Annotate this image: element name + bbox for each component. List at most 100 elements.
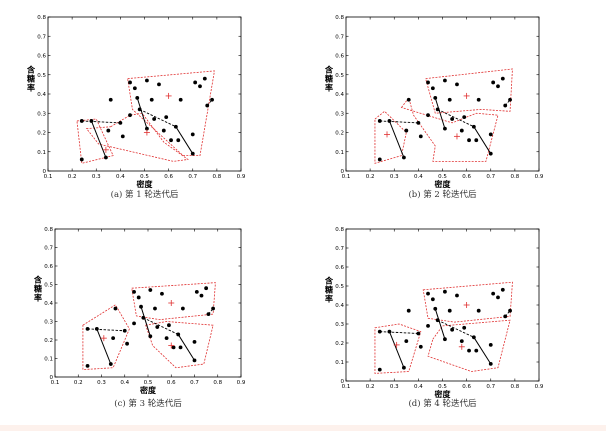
y-tick-label: 0.5 bbox=[335, 73, 344, 79]
data-point bbox=[94, 327, 99, 331]
data-point bbox=[198, 84, 202, 89]
x-tick-label: 0.2 bbox=[366, 384, 375, 390]
data-point bbox=[137, 107, 142, 112]
cluster-outline bbox=[427, 319, 511, 372]
y-tick-label: 0.6 bbox=[335, 265, 344, 271]
data-point bbox=[111, 336, 116, 341]
x-tick-label: 0.7 bbox=[486, 384, 495, 390]
data-point bbox=[435, 107, 440, 112]
chart-panel-2: 0.1 0.2 0.3 0.4 0.5 0.6 0.7 0.8 0.900.10.20.30.4… bbox=[325, 15, 544, 200]
x-tick-label: 0.4 bbox=[120, 380, 129, 386]
data-point bbox=[152, 117, 157, 121]
x-tick-label: 0.6 bbox=[462, 174, 471, 180]
y-tick-label: 0.3 bbox=[335, 322, 344, 328]
x-tick-label: 0.1 bbox=[342, 174, 351, 180]
data-point bbox=[426, 113, 430, 118]
data-point bbox=[132, 321, 136, 326]
centroid-marker bbox=[102, 146, 109, 153]
data-point bbox=[164, 115, 169, 119]
x-tick-label: 0.5 bbox=[438, 384, 447, 390]
y-tick-label: 0.7 bbox=[335, 34, 344, 40]
data-point bbox=[108, 362, 113, 366]
data-point bbox=[406, 97, 411, 102]
x-tick-label: 0.5 bbox=[140, 174, 149, 180]
data-point bbox=[503, 103, 508, 108]
data-point bbox=[416, 120, 421, 125]
x-tick-label: 0.8 bbox=[213, 174, 222, 180]
x-tick-label: 0.1 bbox=[51, 380, 60, 386]
must-link-line bbox=[473, 126, 492, 154]
data-point bbox=[161, 128, 166, 133]
x-axis-label: 密度 bbox=[434, 389, 452, 399]
y-axis-label: 含糖率 bbox=[325, 64, 334, 92]
centroid-marker bbox=[453, 133, 460, 140]
y-tick-label: 0.2 bbox=[44, 338, 53, 344]
cluster-outline bbox=[374, 110, 407, 164]
data-point bbox=[85, 364, 90, 368]
data-point bbox=[106, 128, 111, 133]
data-point bbox=[476, 308, 481, 313]
y-tick-label: 0 bbox=[50, 375, 54, 381]
centroid-marker bbox=[393, 341, 400, 348]
data-point bbox=[387, 329, 392, 334]
x-tick-label: 0.3 bbox=[390, 174, 399, 180]
data-point bbox=[160, 291, 164, 296]
data-point bbox=[467, 348, 471, 353]
y-tick-label: 0.1 bbox=[44, 357, 53, 363]
data-point bbox=[180, 306, 185, 311]
data-point bbox=[508, 97, 512, 102]
y-tick-label: 0.8 bbox=[44, 227, 53, 233]
data-point bbox=[157, 82, 161, 87]
data-point bbox=[491, 291, 496, 296]
data-point bbox=[430, 86, 435, 91]
data-point bbox=[433, 95, 438, 100]
data-point bbox=[190, 151, 195, 156]
data-point bbox=[488, 132, 493, 137]
data-point bbox=[210, 97, 214, 102]
x-tick-label: 0.8 bbox=[511, 174, 520, 180]
data-point bbox=[169, 138, 173, 143]
y-tick-label: 0.3 bbox=[44, 320, 53, 326]
centroid-marker bbox=[100, 335, 107, 342]
data-point bbox=[199, 293, 204, 298]
x-tick-label: 0.5 bbox=[144, 380, 153, 386]
x-tick-label: 0.7 bbox=[190, 380, 199, 386]
y-tick-label: 0.6 bbox=[335, 54, 344, 60]
data-point bbox=[496, 295, 500, 300]
cluster-outline bbox=[85, 112, 189, 162]
y-tick-label: 0.6 bbox=[37, 54, 46, 60]
data-point bbox=[79, 157, 84, 162]
x-tick-label: 0.2 bbox=[74, 380, 83, 386]
data-point bbox=[139, 304, 143, 309]
data-point bbox=[153, 306, 157, 311]
cannot-link-line bbox=[379, 331, 419, 334]
x-tick-label: 0.8 bbox=[213, 380, 222, 386]
data-point bbox=[148, 288, 153, 292]
y-tick-label: 0.7 bbox=[335, 246, 344, 252]
data-point bbox=[113, 306, 118, 311]
data-point bbox=[418, 134, 423, 139]
data-point bbox=[176, 138, 181, 143]
data-point bbox=[108, 97, 113, 102]
data-point bbox=[404, 339, 409, 343]
y-tick-label: 0.2 bbox=[335, 131, 344, 137]
data-point bbox=[377, 329, 382, 334]
data-point bbox=[202, 76, 207, 81]
data-point bbox=[145, 126, 149, 131]
y-tick-label: 0 bbox=[341, 379, 345, 385]
data-point bbox=[148, 334, 153, 339]
data-point bbox=[426, 324, 430, 328]
cluster-outline bbox=[425, 68, 513, 114]
subfigure-caption: (c) 第 3 轮迭代后 bbox=[114, 398, 182, 409]
x-tick-label: 0.1 bbox=[44, 174, 53, 180]
cannot-link-line bbox=[139, 108, 177, 128]
y-tick-label: 0.1 bbox=[37, 150, 46, 156]
x-tick-label: 0.9 bbox=[237, 380, 246, 386]
data-point bbox=[377, 157, 382, 162]
y-tick-label: 0.3 bbox=[37, 111, 46, 117]
x-tick-label: 0.6 bbox=[167, 380, 176, 386]
subfigure-caption: (b) 第 2 轮迭代后 bbox=[408, 189, 477, 200]
cannot-link-line bbox=[379, 120, 419, 124]
plot-frame bbox=[54, 228, 242, 378]
